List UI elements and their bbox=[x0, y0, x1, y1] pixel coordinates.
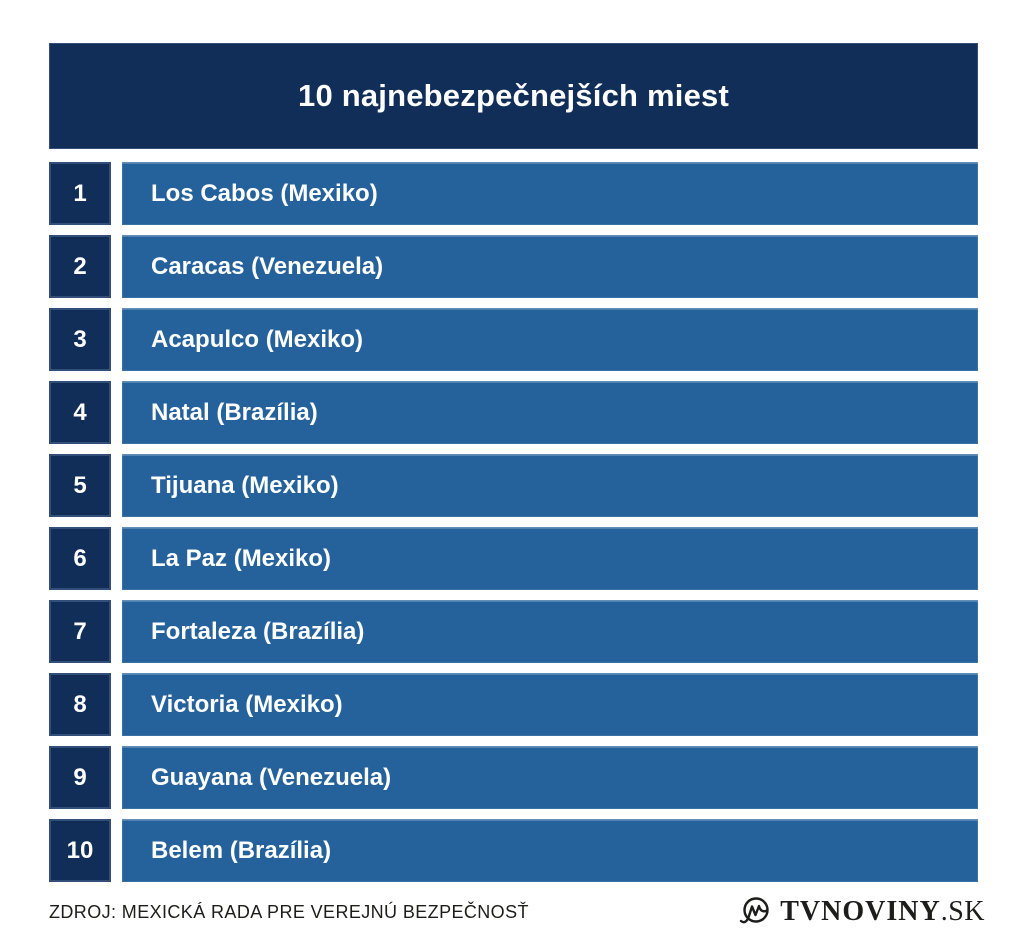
page-title: 10 najnebezpečnejších miest bbox=[298, 78, 729, 113]
footer: ZDROJ: MEXICKÁ RADA PRE VEREJNÚ BEZPEČNO… bbox=[49, 890, 985, 934]
city-bar: Belem (Brazília) bbox=[122, 819, 978, 882]
city-bar: Victoria (Mexiko) bbox=[122, 673, 978, 736]
table-row: 4 Natal (Brazília) bbox=[49, 381, 978, 444]
rank-cell: 1 bbox=[49, 162, 111, 225]
table-row: 7 Fortaleza (Brazília) bbox=[49, 600, 978, 663]
header-banner: 10 najnebezpečnejších miest bbox=[49, 43, 978, 149]
ranking-list: 1 Los Cabos (Mexiko) 2 Caracas (Venezuel… bbox=[49, 162, 978, 892]
source-credit: ZDROJ: MEXICKÁ RADA PRE VEREJNÚ BEZPEČNO… bbox=[49, 901, 529, 922]
city-bar: La Paz (Mexiko) bbox=[122, 527, 978, 590]
pulse-circle-icon bbox=[740, 897, 769, 924]
logo-wordmark: TVNOVINY.SK bbox=[780, 896, 985, 928]
table-row: 8 Victoria (Mexiko) bbox=[49, 673, 978, 736]
table-row: 2 Caracas (Venezuela) bbox=[49, 235, 978, 298]
tvnoviny-logo: TVNOVINY.SK bbox=[737, 895, 985, 929]
rank-cell: 3 bbox=[49, 308, 111, 371]
logo-main-text: TVNOVINY bbox=[780, 896, 941, 927]
rank-cell: 10 bbox=[49, 819, 111, 882]
city-bar: Caracas (Venezuela) bbox=[122, 235, 978, 298]
rank-cell: 2 bbox=[49, 235, 111, 298]
rank-cell: 8 bbox=[49, 673, 111, 736]
rank-cell: 9 bbox=[49, 746, 111, 809]
table-row: 6 La Paz (Mexiko) bbox=[49, 527, 978, 590]
table-row: 3 Acapulco (Mexiko) bbox=[49, 308, 978, 371]
rank-cell: 5 bbox=[49, 454, 111, 517]
rank-cell: 7 bbox=[49, 600, 111, 663]
city-bar: Fortaleza (Brazília) bbox=[122, 600, 978, 663]
city-bar: Tijuana (Mexiko) bbox=[122, 454, 978, 517]
city-bar: Natal (Brazília) bbox=[122, 381, 978, 444]
rank-cell: 4 bbox=[49, 381, 111, 444]
table-row: 9 Guayana (Venezuela) bbox=[49, 746, 978, 809]
city-bar: Guayana (Venezuela) bbox=[122, 746, 978, 809]
table-row: 5 Tijuana (Mexiko) bbox=[49, 454, 978, 517]
table-row: 10 Belem (Brazília) bbox=[49, 819, 978, 882]
rank-cell: 6 bbox=[49, 527, 111, 590]
logo-suffix-text: .SK bbox=[940, 896, 985, 927]
table-row: 1 Los Cabos (Mexiko) bbox=[49, 162, 978, 225]
city-bar: Acapulco (Mexiko) bbox=[122, 308, 978, 371]
city-bar: Los Cabos (Mexiko) bbox=[122, 162, 978, 225]
